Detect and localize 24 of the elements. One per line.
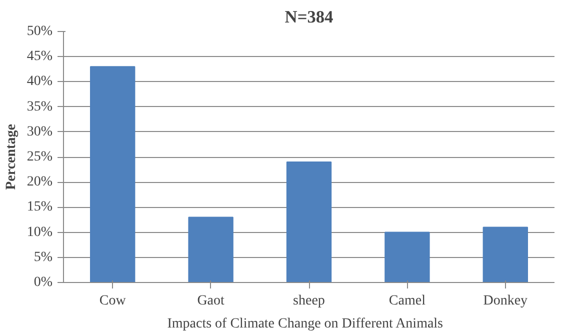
y-tick-label: 5% — [34, 250, 53, 265]
x-tick-label: Cow — [99, 294, 127, 308]
y-tick-label: 0% — [34, 275, 53, 290]
y-tick-label: 30% — [26, 124, 53, 140]
bar — [482, 226, 528, 282]
y-tick-label: 10% — [26, 224, 53, 240]
y-tick-label: 40% — [26, 74, 53, 90]
x-tick-label: Gaot — [197, 294, 225, 308]
y-tick-label: 45% — [26, 49, 53, 64]
bar — [286, 162, 332, 282]
y-tick-label: 15% — [26, 200, 53, 215]
x-tick-label: sheep — [293, 294, 325, 308]
y-tick-label: 50% — [26, 24, 53, 39]
bar — [188, 216, 234, 282]
y-axis-title: Percentage — [4, 124, 19, 190]
chart-title: N=384 — [284, 8, 334, 26]
y-tick-label: 20% — [26, 174, 53, 190]
x-tick-label: Donkey — [483, 294, 528, 308]
x-tick-label: Camel — [388, 294, 426, 308]
x-axis-title: Impacts of Climate Change on Different Animals — [167, 316, 444, 332]
bar — [384, 232, 430, 282]
bar — [90, 66, 136, 282]
y-tick-label: 35% — [26, 99, 53, 114]
y-tick-label: 25% — [26, 150, 53, 164]
